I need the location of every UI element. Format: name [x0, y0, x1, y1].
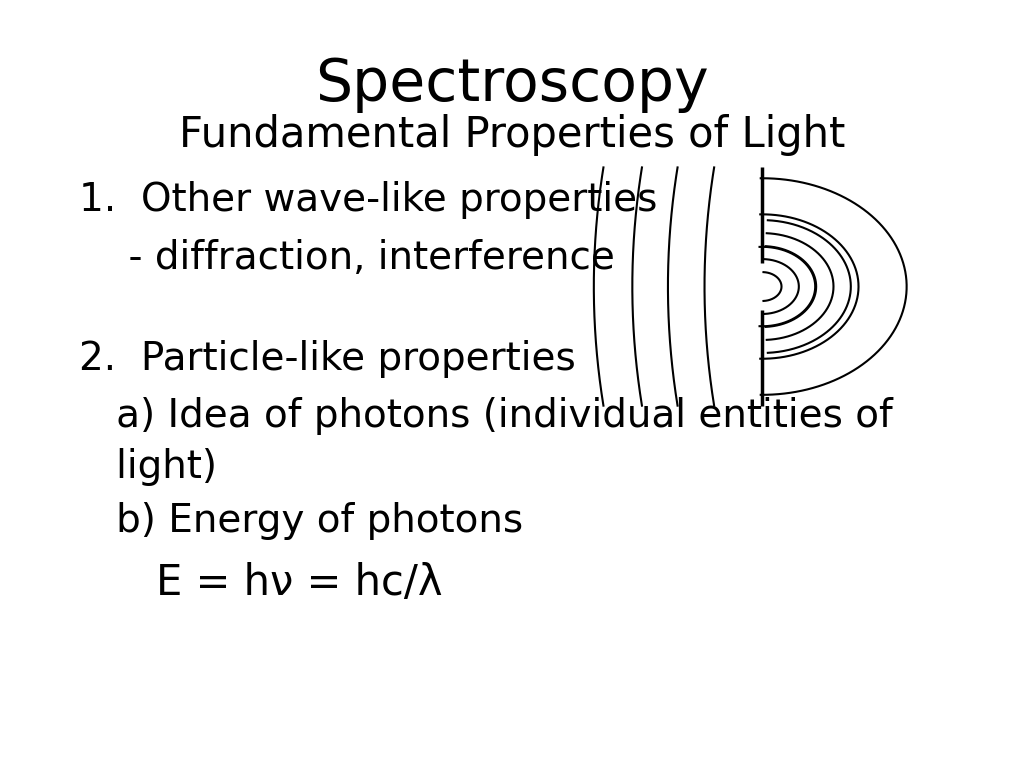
- Text: - diffraction, interference: - diffraction, interference: [79, 239, 614, 276]
- Text: 1.  Other wave-like properties: 1. Other wave-like properties: [79, 181, 657, 219]
- Text: light): light): [79, 448, 217, 486]
- Text: E = hν = hc/λ: E = hν = hc/λ: [156, 561, 442, 604]
- Text: a) Idea of photons (individual entities of: a) Idea of photons (individual entities …: [79, 398, 893, 435]
- Text: Spectroscopy: Spectroscopy: [315, 56, 709, 113]
- Text: 2.  Particle-like properties: 2. Particle-like properties: [79, 339, 575, 378]
- Text: Fundamental Properties of Light: Fundamental Properties of Light: [179, 114, 845, 156]
- Text: b) Energy of photons: b) Energy of photons: [79, 502, 523, 540]
